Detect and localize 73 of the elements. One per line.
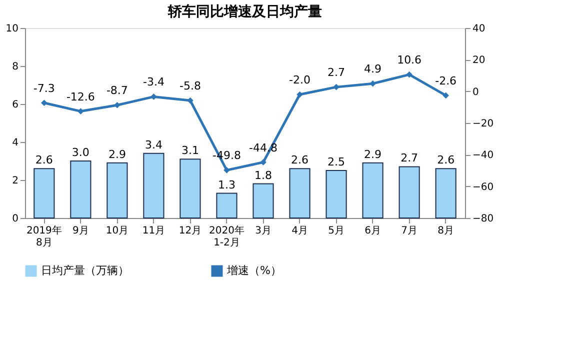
- bar: [106, 162, 128, 218]
- data-label: -5.8: [179, 80, 201, 93]
- data-label: 1.8: [254, 168, 272, 182]
- data-label: 2.6: [291, 154, 309, 167]
- point: [296, 91, 303, 98]
- bar: [326, 170, 347, 218]
- point: [260, 159, 266, 166]
- y2-tick-label: −60: [472, 182, 494, 193]
- point: [370, 80, 376, 87]
- bar: [34, 168, 55, 218]
- x-tick-label: 4月: [292, 226, 308, 236]
- data-label: 2.7: [400, 152, 418, 165]
- point: [41, 100, 48, 106]
- data-label: 10.6: [397, 54, 422, 67]
- point: [78, 108, 84, 114]
- x-tick-label: 6月: [364, 226, 381, 236]
- legend-label: 增速（%）: [226, 264, 282, 277]
- x-tick-label: 5月: [328, 226, 344, 236]
- y-tick-label: 2: [12, 176, 18, 186]
- x-tick-label: 11月: [142, 226, 166, 236]
- bar: [362, 162, 384, 218]
- data-label: -8.7: [106, 84, 128, 98]
- y-tick-label: 0: [12, 214, 18, 224]
- bar: [435, 168, 456, 218]
- point: [114, 102, 120, 108]
- data-label: -2.0: [289, 74, 311, 86]
- legend-label: 日均产量（万辆）: [41, 264, 129, 277]
- y2-tick-label: 20: [472, 55, 486, 66]
- y2-tick-label: 0: [472, 86, 479, 98]
- data-label: 3.1: [181, 144, 199, 158]
- data-label: -2.6: [435, 74, 457, 88]
- data-label: -3.4: [142, 76, 164, 89]
- data-label: 2.7: [328, 66, 346, 80]
- data-label: 4.9: [364, 62, 382, 76]
- x-tick-label: 7月: [401, 226, 418, 236]
- chart-title: 轿车同比增速及日均产量: [167, 3, 322, 20]
- x-tick-label: 8月: [438, 226, 454, 236]
- point: [406, 71, 412, 78]
- point: [187, 97, 194, 104]
- data-label: 3.0: [72, 146, 90, 159]
- point: [442, 92, 449, 99]
- point: [224, 167, 230, 174]
- point: [333, 84, 340, 90]
- data-label: 2.9: [108, 148, 126, 161]
- bar: [143, 152, 164, 218]
- y-tick-label: 4: [12, 138, 18, 148]
- bar: [216, 192, 238, 218]
- x-tick-label: 10月: [106, 226, 129, 236]
- data-label: 2.6: [437, 154, 455, 167]
- data-label: 1.3: [218, 178, 236, 192]
- y-tick-label: 6: [12, 100, 18, 110]
- data-label: 3.4: [144, 138, 162, 152]
- x-tick-label: 2020年 1-2月: [209, 224, 244, 248]
- data-label: -12.6: [66, 90, 95, 104]
- data-label: 2.5: [328, 156, 346, 168]
- y2-tick-label: −40: [472, 150, 494, 162]
- bar: [289, 168, 310, 218]
- bar: [398, 166, 420, 218]
- y2-tick-label: 40: [472, 24, 486, 34]
- y-tick-label: 8: [12, 62, 18, 72]
- data-label: -7.3: [33, 82, 55, 95]
- x-tick-label: 12月: [178, 226, 202, 236]
- x-tick-label: 2019年 8月: [26, 224, 62, 248]
- y-tick-label: 10: [6, 24, 18, 34]
- bar: [180, 158, 201, 218]
- x-tick-label: 3月: [255, 226, 272, 236]
- data-label: 2.9: [364, 148, 382, 161]
- y2-tick-label: −80: [472, 214, 494, 224]
- data-label: 2.6: [35, 154, 53, 167]
- y2-tick-label: −20: [472, 118, 494, 130]
- bar: [252, 183, 274, 218]
- x-tick-label: 9月: [72, 226, 89, 236]
- bar: [70, 160, 92, 218]
